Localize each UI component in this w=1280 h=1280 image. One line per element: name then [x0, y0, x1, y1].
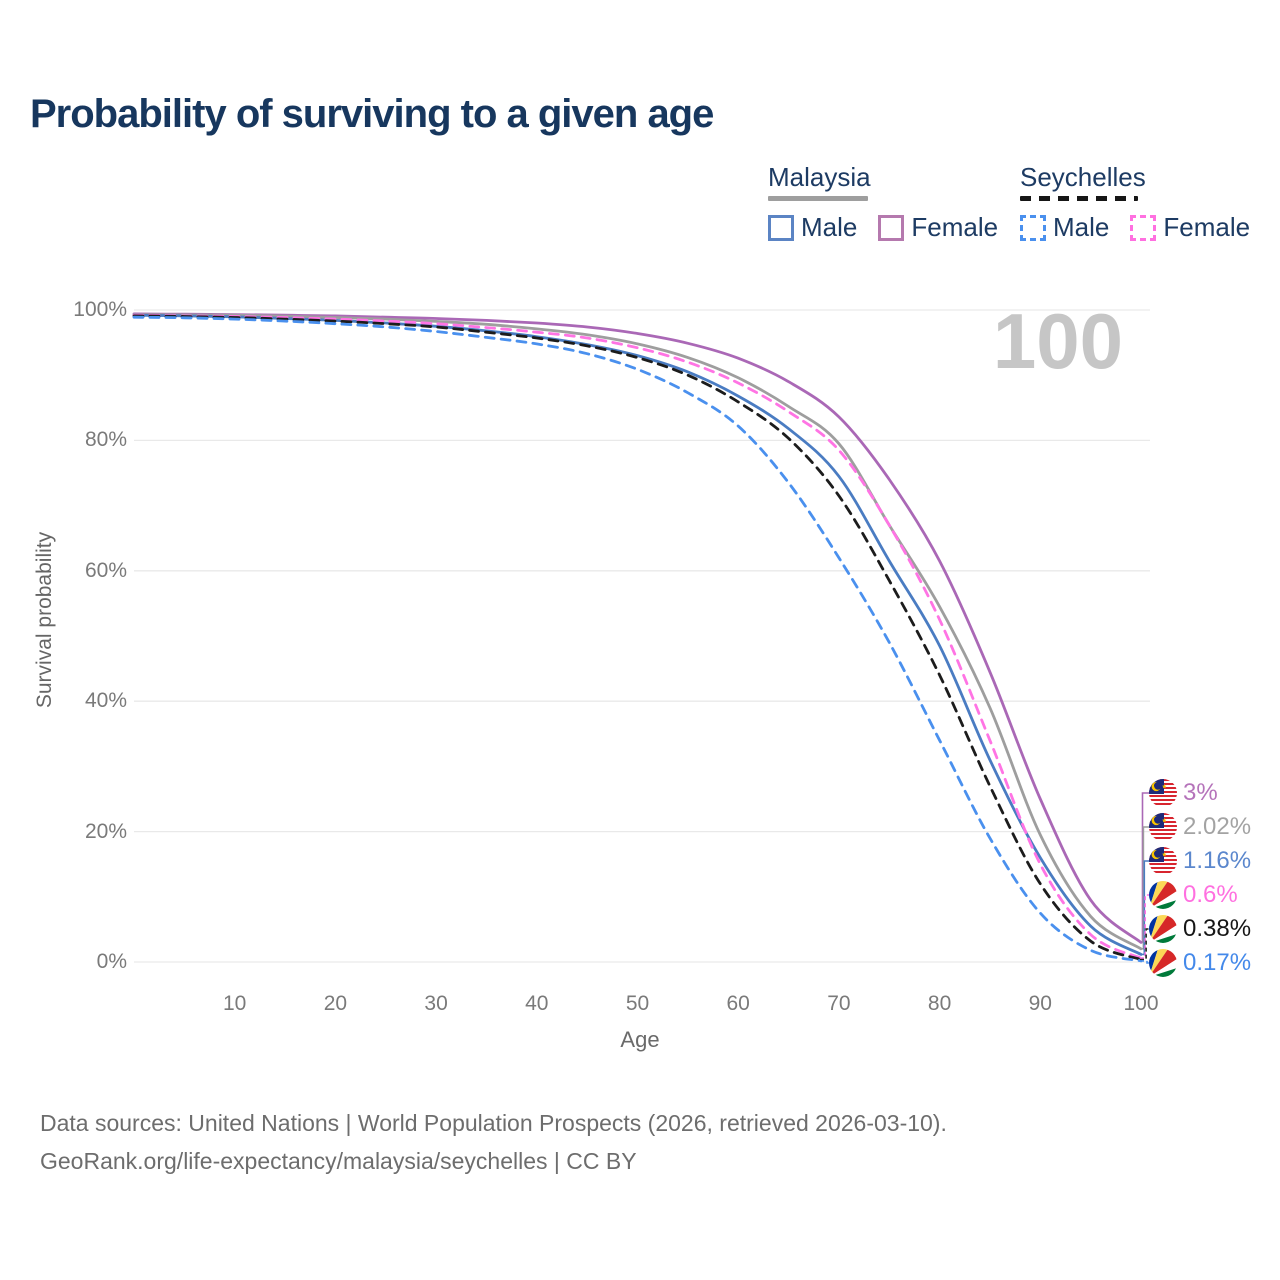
legend-label-seychelles-male[interactable]: Male — [1053, 212, 1110, 242]
seychelles-flag-icon — [1149, 915, 1177, 943]
x-tick-label: 100 — [1123, 992, 1159, 1015]
x-tick-label: 20 — [323, 992, 348, 1015]
legend-group-malaysia: Malaysia Male Female — [768, 162, 1019, 243]
end-label: 0.38% — [1149, 914, 1251, 944]
footer: Data sources: United Nations | World Pop… — [40, 1104, 947, 1180]
legend-label-malaysia-male[interactable]: Male — [801, 212, 858, 242]
x-tick-label: 30 — [424, 992, 448, 1015]
malaysia-flag-icon — [1149, 779, 1177, 807]
end-label-value: 1.16% — [1183, 847, 1252, 874]
legend-label-seychelles-female[interactable]: Female — [1163, 212, 1251, 242]
y-tick-label: 20% — [84, 819, 127, 843]
end-label: 3% — [1149, 778, 1218, 808]
seychelles-flag-icon — [1149, 949, 1177, 977]
end-label: 0.17% — [1149, 948, 1251, 978]
x-tick-label: 90 — [1028, 992, 1052, 1015]
series-line-seychelles-female[interactable] — [132, 313, 1143, 960]
series-line-seychelles-male[interactable] — [132, 315, 1143, 963]
end-label: 1.16% — [1149, 846, 1251, 876]
seychelles-flag-icon — [1149, 881, 1177, 909]
end-label-connector — [1140, 928, 1149, 961]
legend-underline-seychelles — [1020, 196, 1138, 201]
y-tick-label: 60% — [84, 558, 127, 582]
end-label-connector — [1140, 960, 1149, 964]
end-label-value: 0.6% — [1183, 881, 1238, 908]
x-tick-label: 70 — [827, 992, 851, 1015]
end-label-value: 3% — [1183, 779, 1218, 806]
legend-country-seychelles: Seychelles — [1020, 162, 1146, 192]
series-line-seychelles[interactable] — [132, 314, 1143, 961]
gridlines — [134, 309, 1150, 963]
x-tick-label: 10 — [223, 992, 247, 1015]
x-tick-label: 50 — [625, 992, 650, 1015]
legend-country-malaysia: Malaysia — [768, 162, 871, 192]
attribution-text: GeoRank.org/life-expectancy/malaysia/sey… — [40, 1148, 637, 1175]
legend-underline-malaysia — [768, 196, 868, 201]
y-tick-label: 40% — [84, 689, 127, 713]
age-indicator-watermark: 100 — [992, 297, 1123, 385]
y-tick-label: 100% — [73, 298, 127, 321]
series-line-malaysia-female[interactable] — [132, 312, 1143, 944]
end-label-connector — [1140, 894, 1149, 959]
malaysia-flag-icon — [1149, 813, 1177, 841]
end-label-connector — [1140, 826, 1149, 950]
legend-group-seychelles: Seychelles Male Female — [1020, 162, 1271, 243]
legend-swatch-malaysia-male[interactable] — [768, 214, 794, 241]
malaysia-flag-icon — [1149, 847, 1177, 875]
x-tick-label: 40 — [525, 992, 549, 1015]
data-sources-text: Data sources: United Nations | World Pop… — [40, 1110, 947, 1136]
x-axis-title: Age — [620, 1027, 660, 1052]
end-label: 0.6% — [1149, 880, 1238, 910]
end-label-connector — [1140, 792, 1149, 944]
end-label-value: 0.38% — [1183, 915, 1252, 942]
survival-curves[interactable] — [132, 312, 1143, 963]
series-line-malaysia[interactable] — [132, 313, 1143, 951]
x-tick-label: 80 — [927, 992, 952, 1015]
end-label-connector — [1140, 860, 1149, 956]
y-tick-label: 80% — [84, 428, 127, 452]
chart-title: Probability of surviving to a given age — [30, 92, 714, 136]
end-label-value: 2.02% — [1183, 813, 1252, 840]
end-label-connectors — [1140, 792, 1149, 964]
legend-swatch-malaysia-female[interactable] — [878, 214, 905, 241]
legend-swatch-seychelles-female[interactable] — [1130, 214, 1157, 241]
series-line-malaysia-male[interactable] — [132, 313, 1143, 956]
y-tick-label: 0% — [96, 950, 127, 973]
end-label: 2.02% — [1149, 812, 1251, 842]
legend-label-malaysia-female[interactable]: Female — [911, 212, 999, 242]
legend-swatch-seychelles-male[interactable] — [1020, 214, 1046, 241]
x-tick-label: 60 — [726, 992, 750, 1015]
end-label-value: 0.17% — [1183, 949, 1252, 976]
